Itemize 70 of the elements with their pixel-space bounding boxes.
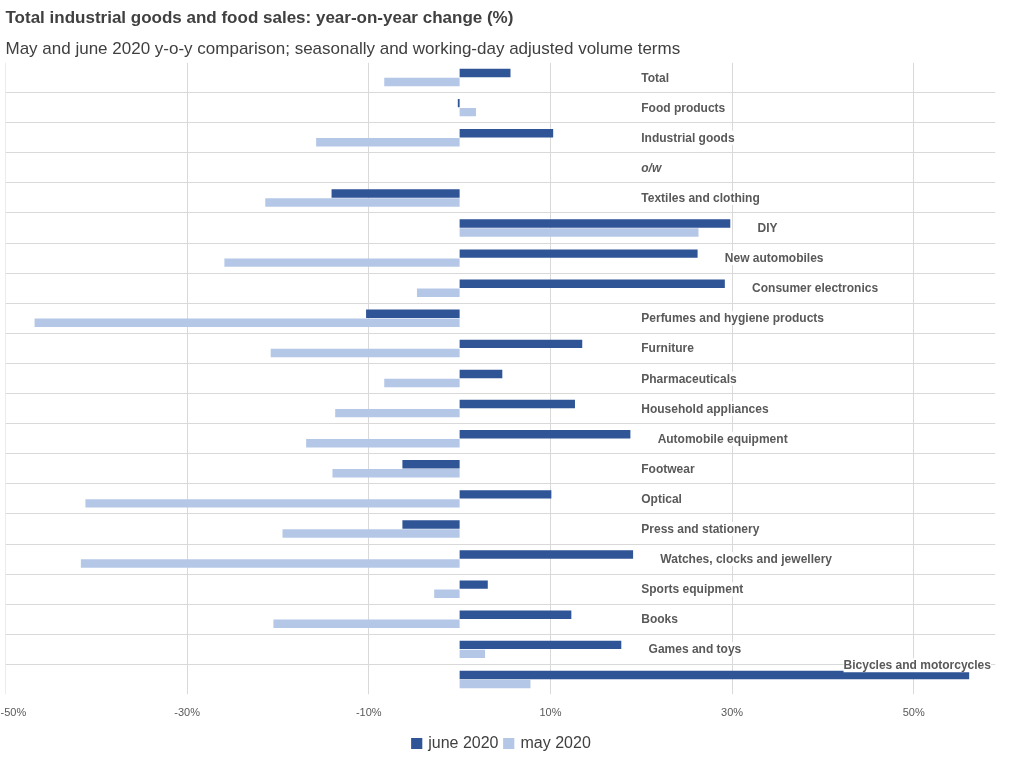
y-tick-label: Food products (641, 100, 726, 115)
bar (459, 399, 575, 409)
y-tick-label: DIY (757, 221, 778, 236)
chart-subtitle: May and june 2020 y-o-y comparison; seasonally and working-day adjusted volume terms (5, 38, 681, 58)
bar (459, 107, 476, 117)
bar (459, 580, 488, 589)
y-tick-label: Consumer electronics (752, 281, 879, 296)
bar (459, 68, 511, 78)
bar (265, 198, 460, 207)
y-tick-label: Optical (641, 491, 682, 506)
bar (459, 679, 531, 689)
bar (270, 348, 460, 358)
x-tick-label: -50% (0, 705, 27, 718)
legend-label: june 2020 (428, 733, 499, 752)
y-tick-label: Press and stationery (641, 521, 760, 536)
bar (316, 138, 460, 147)
bar (459, 640, 622, 650)
x-tick-label: 10% (539, 705, 562, 718)
bar (335, 408, 460, 418)
y-tick-label: Sports equipment (641, 582, 744, 597)
bar (34, 318, 460, 328)
bar (332, 469, 460, 478)
bar (459, 228, 699, 237)
bar (384, 378, 460, 388)
bar (434, 589, 460, 598)
y-tick-label: Household appliances (641, 401, 769, 416)
y-tick-label: Bicycles and motorcycles (843, 658, 992, 673)
chart-title: Total industrial goods and food sales: year-on-year change (%) (5, 7, 514, 27)
bar (459, 649, 486, 659)
bar (366, 309, 460, 319)
bar (459, 279, 725, 288)
y-tick-label: Furniture (641, 341, 695, 356)
bar (459, 339, 583, 349)
bar (459, 550, 634, 559)
x-tick-label: 30% (721, 705, 744, 718)
bar (273, 619, 460, 628)
bar (224, 258, 460, 267)
bar (459, 369, 503, 379)
bar (459, 670, 970, 680)
bar (459, 490, 552, 499)
bar (459, 219, 731, 228)
y-tick-label: Pharmaceuticals (641, 371, 737, 386)
bar (80, 559, 460, 568)
y-tick-label: New automobiles (724, 251, 824, 266)
y-tick-label: Total (641, 70, 670, 85)
y-tick-label: Automobile equipment (657, 431, 788, 446)
x-tick-label: -30% (174, 705, 201, 718)
bar (459, 429, 631, 439)
bar (282, 529, 460, 538)
bar (402, 460, 460, 469)
legend-label: may 2020 (520, 733, 591, 752)
bar (459, 249, 698, 258)
y-tick-label: Perfumes and hygiene products (641, 311, 825, 326)
y-tick-label: Books (641, 612, 679, 627)
x-tick-label: 50% (902, 705, 925, 718)
y-tick-label: Footwear (641, 461, 695, 476)
bar (459, 610, 572, 619)
bar (416, 288, 460, 297)
bar (384, 77, 460, 87)
bar (306, 438, 460, 448)
x-tick-label: -10% (355, 705, 382, 718)
y-tick-label: Textiles and clothing (641, 190, 760, 205)
y-tick-label: Games and toys (648, 642, 742, 657)
bar (85, 499, 460, 508)
bar (331, 189, 460, 198)
y-tick-label: Watches, clocks and jewellery (660, 552, 833, 567)
y-tick-label: o/w (641, 160, 662, 175)
bar (459, 129, 554, 138)
bar (402, 520, 460, 529)
y-tick-label: Industrial goods (641, 130, 735, 145)
